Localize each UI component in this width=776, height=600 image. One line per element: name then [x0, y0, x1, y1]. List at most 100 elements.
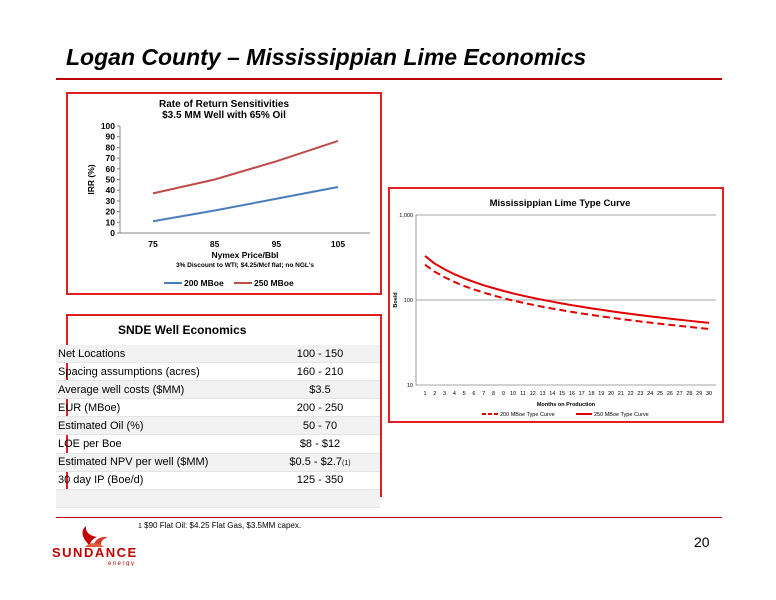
irr-legend-label: 200 MBoe: [184, 278, 224, 288]
type-curve-series-line-2: [424, 255, 710, 324]
type-curve-x-tick-label: 10: [510, 391, 516, 397]
type-curve-x-tick-label: 2: [433, 391, 436, 397]
economics-row: [56, 489, 380, 508]
economics-value-text: $8 - $12: [299, 438, 341, 451]
economics-row: Average well costs ($MM) $3.5: [56, 380, 380, 400]
type-curve-x-tick-label: 12: [530, 391, 536, 397]
economics-row-label: EUR (MBoe): [56, 398, 260, 418]
type-curve-x-tick-label: 9: [502, 391, 505, 397]
irr-y-tick-label: 0: [110, 228, 115, 238]
irr-y-tick-label: 10: [106, 217, 116, 227]
type-curve-x-tick-label: 20: [608, 391, 614, 397]
type-curve-x-tick-label: 29: [696, 391, 702, 397]
irr-y-tick-label: 20: [106, 207, 116, 217]
footnote-marker: 1: [138, 523, 142, 530]
type-curve-x-tick-label: 7: [482, 391, 485, 397]
irr-chart-panel: Rate of Return Sensitivities $3.5 MM Well…: [66, 92, 382, 295]
economics-value-text: $0.5 - $2.7: [289, 456, 343, 469]
type-curve-x-tick-label: 21: [618, 391, 624, 397]
footnote-text: $90 Flat Oil: $4.25 Flat Gas, $3.5MM cap…: [144, 521, 302, 530]
irr-y-axis-label: IRR (%): [86, 164, 96, 194]
type-curve-x-axis-label: Months on Production: [537, 402, 596, 408]
type-curve-x-tick-label: 5: [463, 391, 466, 397]
irr-x-tick-label: 85: [210, 239, 220, 249]
type-curve-series-line-1: [424, 263, 710, 330]
irr-y-tick-label: 60: [106, 164, 116, 174]
irr-series-line-1: [152, 186, 339, 223]
irr-y-tick-label: 80: [106, 142, 116, 152]
footnote: 1 $90 Flat Oil: $4.25 Flat Gas, $3.5MM c…: [138, 521, 301, 530]
type-curve-chart-panel: Mississippian Lime Type Curve 10 100 1,000 1…: [388, 187, 724, 423]
economics-row-label: 30 day IP (Boe/d): [56, 471, 260, 490]
economics-row-label: Spacing assumptions (acres): [56, 362, 260, 382]
irr-chart: Rate of Return Sensitivities$3.5 MM Well…: [86, 99, 370, 288]
economics-value-text: 50 - 70: [302, 419, 338, 432]
logo-wordmark: SUNDANCE: [52, 545, 138, 560]
economics-row-label: Estimated NPV per well ($MM): [56, 453, 260, 472]
type-curve-x-tick-label: 19: [598, 391, 604, 397]
irr-y-tick-label: 50: [106, 175, 116, 185]
type-curve-y-tick-label: 1,000: [399, 213, 413, 219]
economics-row: 30 day IP (Boe/d) 125 - 350: [56, 471, 380, 490]
irr-x-axis-note: 3% Discount to WTI; $4.25/Mcf flat; no N…: [176, 262, 314, 269]
well-economics-panel: SNDE Well Economics Net Locations 100 - 1…: [56, 314, 382, 508]
type-curve-x-tick-label: 22: [628, 391, 634, 397]
irr-series-line-2: [152, 140, 339, 195]
slide-title: Logan County – Mississippian Lime Econom…: [66, 44, 587, 70]
economics-row-value: 125 - 350: [260, 471, 380, 490]
type-curve-x-tick-label: 28: [686, 391, 692, 397]
type-curve-x-tick-label: 23: [637, 391, 643, 397]
sun-flame-icon: [82, 526, 108, 547]
irr-chart-title: Rate of Return Sensitivities: [159, 99, 289, 110]
economics-row: LOE per Boe $8 - $12: [56, 434, 380, 454]
irr-x-tick-label: 105: [331, 239, 345, 249]
type-curve-chart: Mississippian Lime Type Curve 10 100 1,000 1…: [393, 198, 716, 418]
irr-y-tick-label: 40: [106, 185, 116, 195]
type-curve-x-tick-label: 18: [588, 391, 594, 397]
well-economics-title: SNDE Well Economics: [118, 323, 247, 337]
well-economics-table: Net Locations 100 - 150 Spacing assumption…: [56, 345, 380, 508]
type-curve-x-tick-label: 26: [667, 391, 673, 397]
economics-row-value: $0.5 - $2.7(1): [260, 453, 380, 472]
economics-row-label: [56, 489, 260, 508]
irr-chart-subtitle: $3.5 MM Well with 65% Oil: [162, 110, 286, 121]
type-curve-y-tick-label: 10: [407, 383, 413, 389]
economics-value-text: 160 - 210: [296, 365, 344, 378]
title-underline: [56, 78, 722, 80]
type-curve-legend-label: 200 MBoe Type Curve: [500, 412, 555, 418]
logo-tagline: energy: [108, 561, 135, 566]
type-curve-x-tick-label: 15: [559, 391, 565, 397]
economics-row: EUR (MBoe) 200 - 250: [56, 398, 380, 418]
irr-x-axis-label: Nymex Price/Bbl: [211, 250, 278, 260]
economics-row: Spacing assumptions (acres) 160 - 210: [56, 362, 380, 382]
economics-row-value: 50 - 70: [260, 416, 380, 436]
economics-row-label: Estimated Oil (%): [56, 416, 260, 436]
type-curve-x-tick-label: 25: [657, 391, 663, 397]
type-curve-x-tick-label: 4: [453, 391, 456, 397]
type-curve-x-tick-label: 8: [492, 391, 495, 397]
type-curve-title: Mississippian Lime Type Curve: [490, 198, 631, 209]
irr-y-tick-label: 30: [106, 196, 116, 206]
economics-row-value: 100 - 150: [260, 345, 380, 364]
economics-row: Estimated NPV per well ($MM) $0.5 - $2.7(…: [56, 453, 380, 472]
economics-value-text: 200 - 250: [296, 401, 344, 414]
irr-y-tick-label: 90: [106, 132, 116, 142]
type-curve-x-tick-label: 11: [520, 391, 526, 397]
economics-row-value: $8 - $12: [260, 434, 380, 454]
type-curve-y-axis-label: Boe/d: [393, 292, 399, 307]
irr-y-tick-label: 100: [101, 121, 115, 131]
economics-row-value: 200 - 250: [260, 398, 380, 418]
type-curve-x-tick-label: 17: [579, 391, 585, 397]
economics-value-text: $3.5: [309, 383, 331, 396]
type-curve-legend-label: 250 MBoe Type Curve: [594, 412, 649, 418]
irr-y-tick-label: 70: [106, 153, 116, 163]
type-curve-x-tick-label: 27: [677, 391, 683, 397]
economics-value-text: 100 - 150: [296, 347, 344, 360]
type-curve-x-tick-label: 30: [706, 391, 712, 397]
page-number: 20: [694, 534, 710, 550]
type-curve-x-tick-label: 14: [549, 391, 555, 397]
economics-row: Estimated Oil (%) 50 - 70: [56, 416, 380, 436]
footnote-divider: [56, 517, 722, 518]
type-curve-x-tick-label: 24: [647, 391, 653, 397]
economics-row-value: $3.5: [260, 380, 380, 400]
